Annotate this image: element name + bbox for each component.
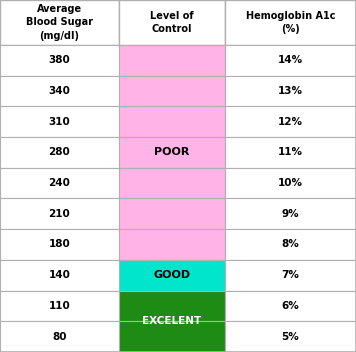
Bar: [225, 260, 356, 290]
Text: 12%: 12%: [278, 117, 303, 127]
Bar: [0, 76, 119, 106]
Text: 110: 110: [48, 301, 70, 311]
Text: 6%: 6%: [282, 301, 299, 311]
Bar: [225, 45, 356, 76]
Text: 280: 280: [48, 147, 70, 157]
Text: 8%: 8%: [282, 239, 299, 250]
Text: EXCELENT: EXCELENT: [142, 316, 201, 326]
Text: 340: 340: [48, 86, 70, 96]
Bar: [225, 106, 356, 137]
Text: 7%: 7%: [282, 270, 299, 280]
Bar: [0, 290, 119, 321]
Bar: [119, 106, 225, 137]
Bar: [225, 76, 356, 106]
Bar: [119, 0, 225, 45]
Bar: [225, 0, 356, 45]
Bar: [119, 229, 225, 260]
Text: 13%: 13%: [278, 86, 303, 96]
Text: 80: 80: [52, 332, 67, 342]
Text: 11%: 11%: [278, 147, 303, 157]
Text: 10%: 10%: [278, 178, 303, 188]
Bar: [0, 260, 119, 290]
Bar: [0, 199, 119, 229]
Text: 210: 210: [48, 209, 70, 219]
Bar: [119, 199, 225, 229]
Text: 240: 240: [48, 178, 70, 188]
Bar: [0, 229, 119, 260]
Bar: [119, 76, 225, 106]
Bar: [119, 321, 225, 352]
Bar: [0, 321, 119, 352]
Bar: [225, 199, 356, 229]
Bar: [225, 321, 356, 352]
Bar: [225, 137, 356, 168]
Text: 180: 180: [48, 239, 70, 250]
Bar: [0, 0, 119, 45]
Text: 380: 380: [48, 55, 70, 65]
Text: 140: 140: [48, 270, 70, 280]
Text: POOR: POOR: [154, 147, 189, 157]
Bar: [0, 45, 119, 76]
Bar: [225, 290, 356, 321]
Bar: [119, 260, 225, 290]
Bar: [119, 290, 225, 321]
Bar: [0, 137, 119, 168]
Bar: [225, 168, 356, 199]
Bar: [119, 168, 225, 199]
Text: Average
Blood Sugar
(mg/dl): Average Blood Sugar (mg/dl): [26, 4, 93, 40]
Bar: [0, 168, 119, 199]
Bar: [119, 45, 225, 76]
Text: 310: 310: [48, 117, 70, 127]
Text: 14%: 14%: [278, 55, 303, 65]
Text: 5%: 5%: [282, 332, 299, 342]
Bar: [225, 229, 356, 260]
Text: Hemoglobin A1c
(%): Hemoglobin A1c (%): [246, 11, 335, 34]
Text: Level of
Control: Level of Control: [150, 11, 194, 34]
Text: 9%: 9%: [282, 209, 299, 219]
Bar: [119, 137, 225, 168]
Text: GOOD: GOOD: [153, 270, 190, 280]
Bar: [0, 106, 119, 137]
